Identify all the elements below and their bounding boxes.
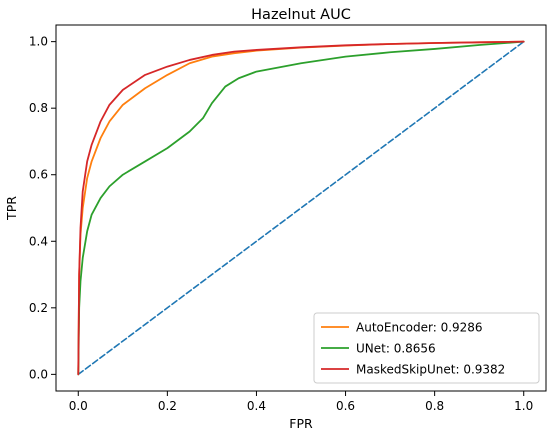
x-axis-ticks: 0.0 0.2 0.4 0.6 0.8 1.0 (69, 391, 533, 413)
legend-label: AutoEncoder: 0.9286 (356, 321, 483, 335)
legend: AutoEncoder: 0.9286 UNet: 0.8656 MaskedSki… (313, 312, 540, 384)
chart-title: Hazelnut AUC (251, 7, 351, 23)
y-tick-label: 0.0 (29, 367, 48, 381)
y-axis-label: TPR (4, 196, 19, 221)
x-tick-label: 0.6 (336, 399, 355, 413)
x-tick-label: 0.8 (425, 399, 444, 413)
x-axis-label: FPR (289, 416, 313, 431)
x-tick-label: 0.4 (247, 399, 266, 413)
y-tick-label: 0.6 (29, 168, 48, 182)
roc-curve-1 (77, 40, 525, 376)
legend-label: UNet: 0.8656 (356, 342, 436, 356)
x-tick-label: 1.0 (514, 399, 533, 413)
legend-label: MaskedSkipUnet: 0.9382 (356, 363, 505, 377)
y-tick-label: 1.0 (29, 35, 48, 49)
chance-diagonal-line (77, 40, 525, 376)
roc-curve-2 (77, 40, 525, 376)
y-axis-ticks: 0.0 0.2 0.4 0.6 0.8 1.0 (29, 35, 56, 381)
x-tick-label: 0.0 (69, 399, 88, 413)
legend-box (313, 312, 540, 384)
y-tick-label: 0.4 (29, 234, 48, 248)
y-tick-label: 0.8 (29, 101, 48, 115)
series-lines (77, 40, 525, 376)
x-tick-label: 0.2 (158, 399, 177, 413)
y-tick-label: 0.2 (29, 301, 48, 315)
